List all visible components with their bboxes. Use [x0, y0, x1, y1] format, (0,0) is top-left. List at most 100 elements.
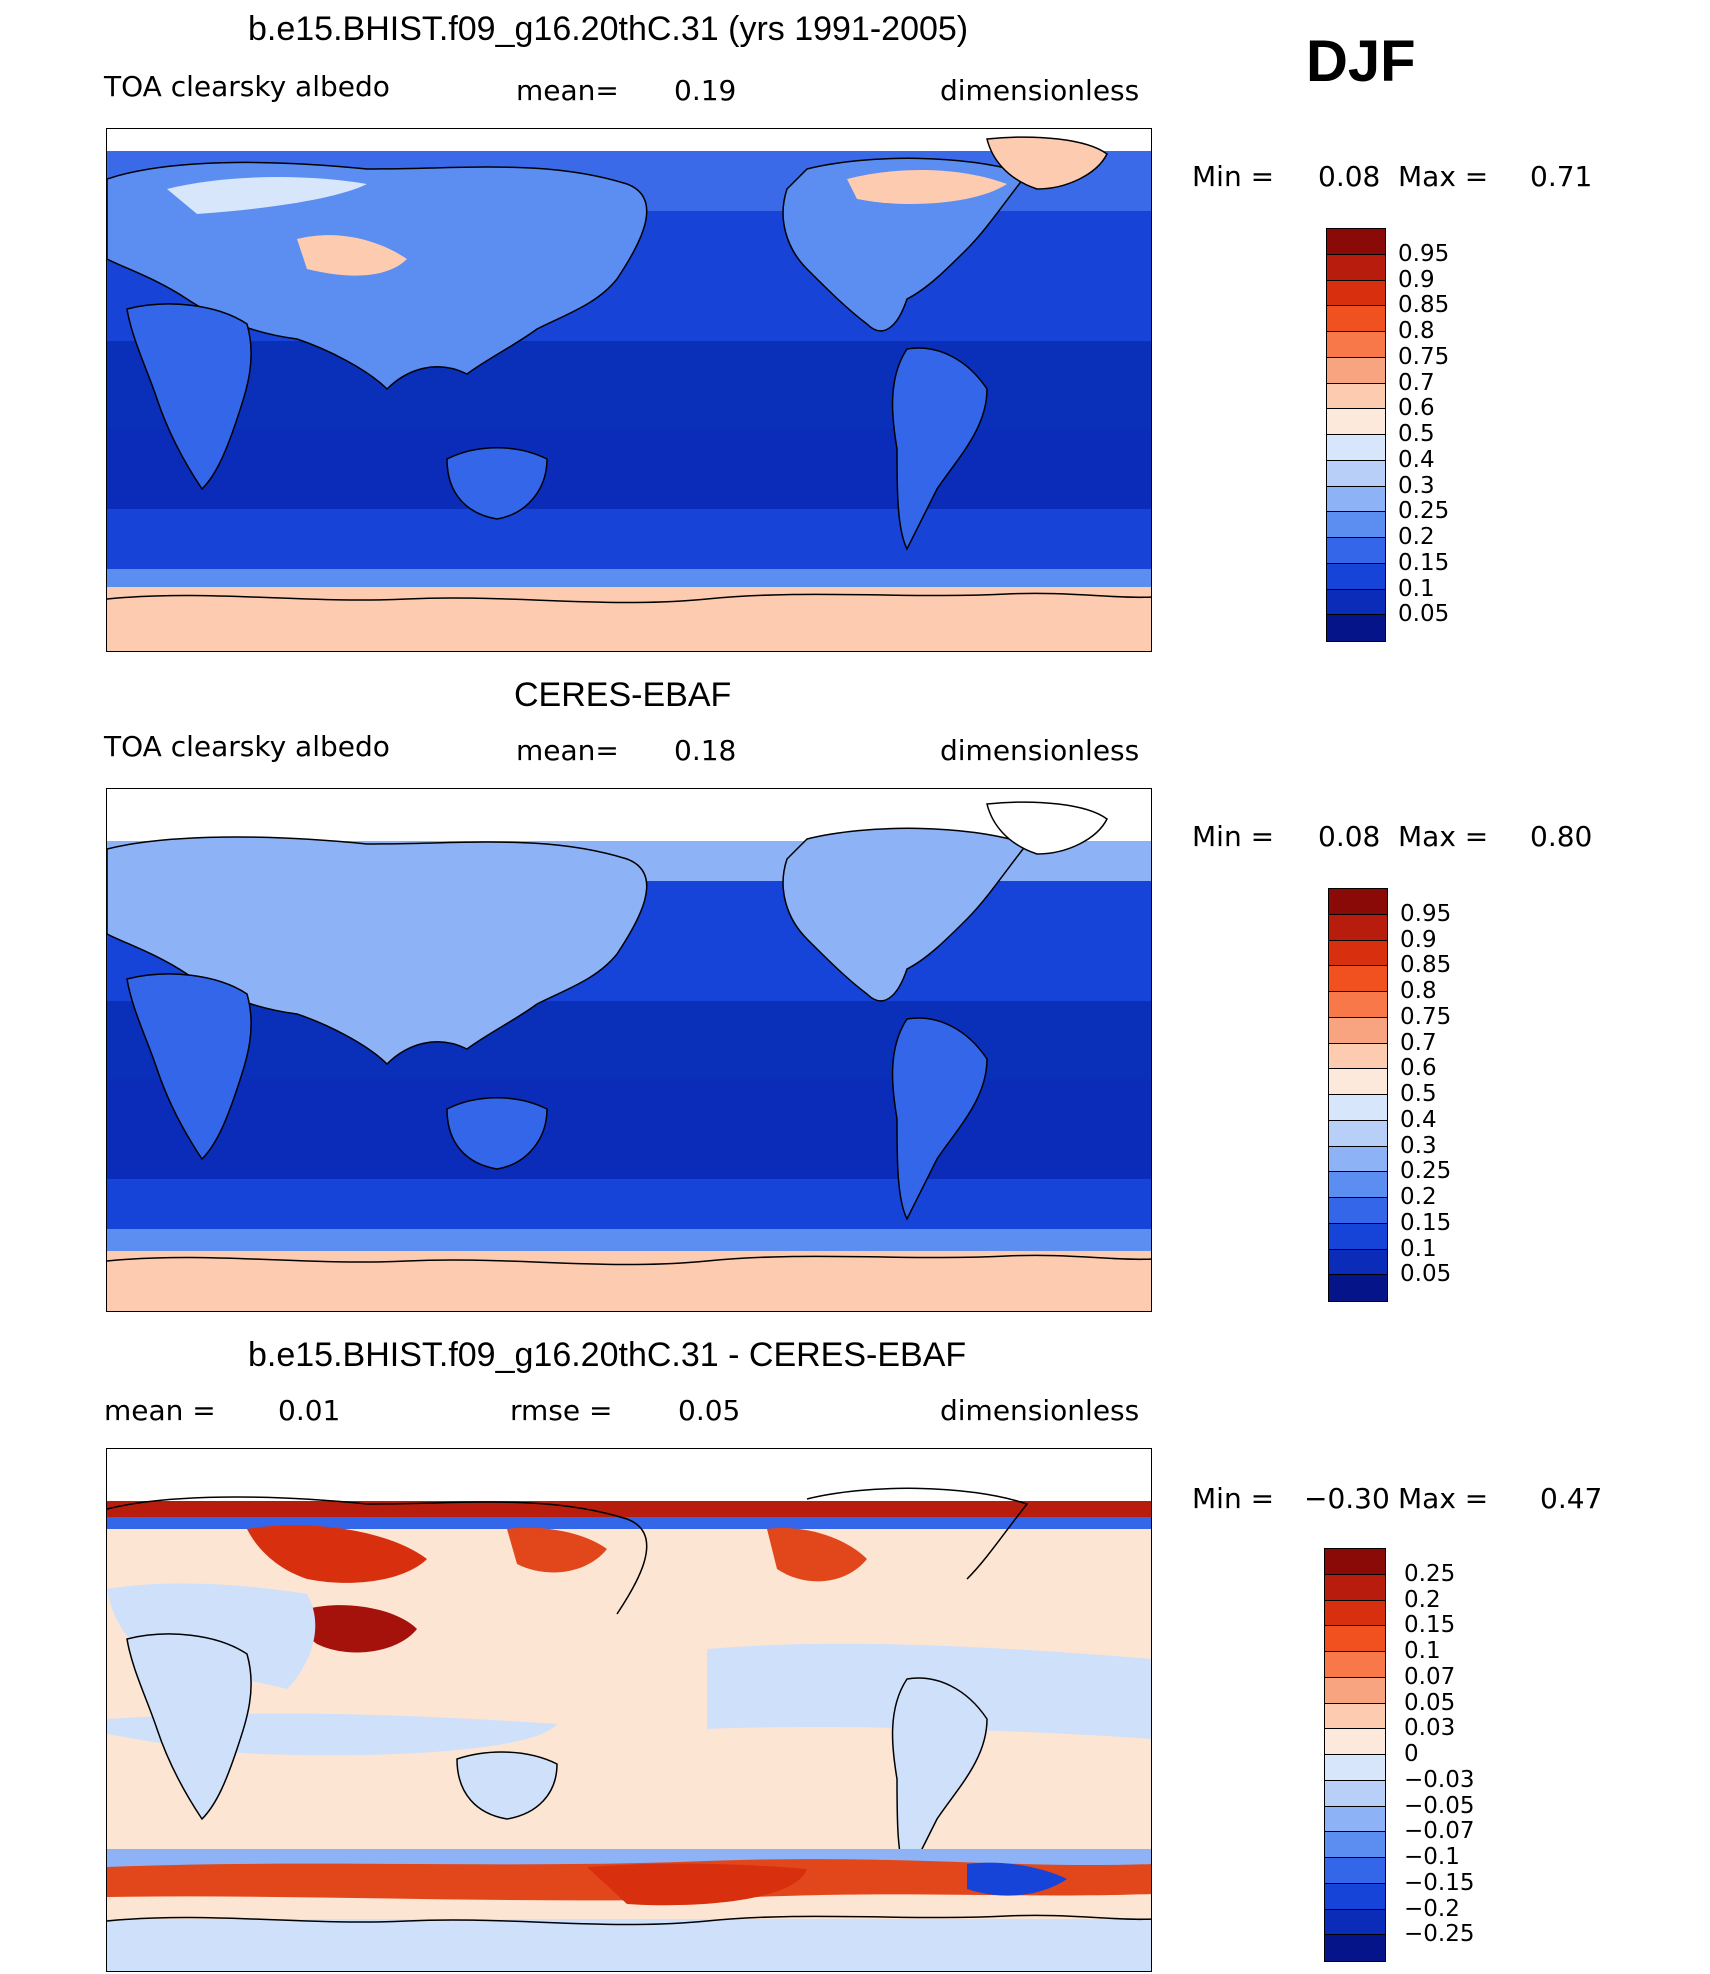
colorbar-level-label: −0.07 [1404, 1818, 1475, 1845]
colorbar-level-label: 0.8 [1400, 978, 1437, 1004]
panel3-rmse-value: 0.05 [678, 1394, 741, 1427]
colorbar-level-label: 0.25 [1400, 1158, 1452, 1185]
panel1-variable-label: TOA clearsky albedo [104, 70, 390, 103]
colorbar-segment [1329, 1223, 1387, 1250]
colorbar-level-label: 0.2 [1398, 524, 1435, 550]
colorbar-level-label: 0.6 [1398, 395, 1435, 422]
panel1-min-value: 0.08 [1318, 160, 1381, 193]
panel3-max-value: 0.47 [1540, 1482, 1603, 1515]
colorbar-segment [1327, 383, 1385, 410]
colorbar-level-label: 0.2 [1400, 1184, 1437, 1210]
panel1-mean-label: mean= [516, 74, 619, 107]
panel1-map [106, 128, 1152, 652]
colorbar-level-label: 0.15 [1404, 1612, 1456, 1639]
panel1-title: b.e15.BHIST.f09_g16.20thC.31 (yrs 1991-2… [248, 10, 969, 48]
panel3-colorbar [1324, 1548, 1386, 1962]
colorbar-segment [1329, 1095, 1387, 1121]
colorbar-level-label: 0.9 [1398, 266, 1435, 293]
colorbar-segment [1329, 1017, 1387, 1044]
colorbar-segment [1327, 332, 1385, 358]
colorbar-level-label: 0.75 [1398, 343, 1450, 370]
colorbar-segment [1327, 306, 1385, 332]
panel1-max-label: Max = [1398, 160, 1489, 193]
colorbar-segment [1327, 615, 1385, 641]
colorbar-segment [1327, 280, 1385, 307]
colorbar-level-label: 0.85 [1400, 952, 1452, 979]
panel1-mean-value: 0.19 [674, 74, 737, 107]
colorbar-level-label: 0.2 [1404, 1586, 1441, 1613]
colorbar-segment [1325, 1549, 1385, 1575]
colorbar-segment [1325, 1832, 1385, 1858]
panel2-mean-value: 0.18 [674, 734, 737, 767]
panel2-min-value: 0.08 [1318, 820, 1381, 853]
colorbar-level-label: 0.15 [1400, 1209, 1452, 1236]
colorbar-level-label: −0.15 [1404, 1869, 1475, 1896]
colorbar-segment [1329, 1146, 1387, 1173]
colorbar-level-label: 0.75 [1400, 1003, 1452, 1030]
colorbar-segment [1329, 1172, 1387, 1198]
panel2-max-label: Max = [1398, 820, 1489, 853]
colorbar-level-label: 0.25 [1404, 1560, 1456, 1587]
colorbar-level-label: 0.95 [1400, 900, 1452, 927]
colorbar-segment [1325, 1626, 1385, 1652]
colorbar-segment [1329, 1249, 1387, 1276]
colorbar-segment [1325, 1909, 1385, 1936]
colorbar-segment [1329, 1275, 1387, 1301]
panel1-min-label: Min = [1192, 160, 1275, 193]
colorbar-level-label: 0.3 [1400, 1132, 1437, 1159]
colorbar-level-label: 0.25 [1398, 498, 1450, 525]
colorbar-segment [1329, 1198, 1387, 1224]
panel2-title: CERES-EBAF [514, 676, 732, 714]
colorbar-level-label: 0.05 [1398, 601, 1450, 628]
colorbar-level-label: 0.5 [1400, 1081, 1437, 1107]
panel3-min-label: Min = [1192, 1482, 1275, 1515]
colorbar-level-label: 0.85 [1398, 292, 1450, 319]
colorbar-segment [1327, 435, 1385, 461]
colorbar-level-label: 0.6 [1400, 1055, 1437, 1082]
panel2-map-svg [107, 789, 1151, 1311]
colorbar-segment [1327, 254, 1385, 281]
colorbar-segment [1325, 1858, 1385, 1884]
colorbar-level-label: 0.1 [1400, 1235, 1437, 1262]
colorbar-segment [1329, 1120, 1387, 1147]
colorbar-segment [1329, 889, 1387, 915]
colorbar-level-label: 0.4 [1398, 446, 1435, 473]
colorbar-segment [1325, 1677, 1385, 1704]
panel2-map [106, 788, 1152, 1312]
panel1-units: dimensionless [940, 74, 1140, 107]
panel2-colorbar [1328, 888, 1388, 1302]
colorbar-segment [1325, 1652, 1385, 1678]
colorbar-segment [1325, 1703, 1385, 1730]
colorbar-segment [1327, 409, 1385, 435]
colorbar-level-label: 0.95 [1398, 240, 1450, 267]
colorbar-segment [1327, 486, 1385, 513]
colorbar-level-label: 0.7 [1398, 369, 1435, 396]
panel3-units: dimensionless [940, 1394, 1140, 1427]
panel2-variable-label: TOA clearsky albedo [104, 730, 390, 763]
colorbar-level-label: 0.05 [1404, 1689, 1456, 1716]
colorbar-level-label: 0.8 [1398, 318, 1435, 344]
colorbar-level-label: 0.05 [1400, 1261, 1452, 1288]
panel2-max-value: 0.80 [1530, 820, 1593, 853]
colorbar-segment [1325, 1935, 1385, 1961]
colorbar-level-label: 0.4 [1400, 1106, 1437, 1133]
panel3-max-label: Max = [1398, 1482, 1489, 1515]
panel3-mean-value: 0.01 [278, 1394, 341, 1427]
colorbar-level-label: 0.9 [1400, 926, 1437, 953]
colorbar-segment [1325, 1883, 1385, 1910]
panel2-min-label: Min = [1192, 820, 1275, 853]
colorbar-level-label: −0.05 [1404, 1792, 1475, 1819]
season-label: DJF [1306, 29, 1416, 94]
colorbar-segment [1329, 940, 1387, 967]
colorbar-segment [1325, 1755, 1385, 1781]
colorbar-level-label: −0.1 [1404, 1844, 1460, 1870]
colorbar-segment [1325, 1600, 1385, 1627]
colorbar-segment [1325, 1574, 1385, 1601]
colorbar-level-label: 0.03 [1404, 1715, 1456, 1742]
panel3-map-svg [107, 1449, 1151, 1971]
colorbar-segment [1329, 914, 1387, 941]
colorbar-segment [1325, 1780, 1385, 1807]
panel3-rmse-label: rmse = [510, 1394, 613, 1427]
colorbar-segment [1329, 992, 1387, 1018]
colorbar-level-label: 0.07 [1404, 1663, 1456, 1690]
